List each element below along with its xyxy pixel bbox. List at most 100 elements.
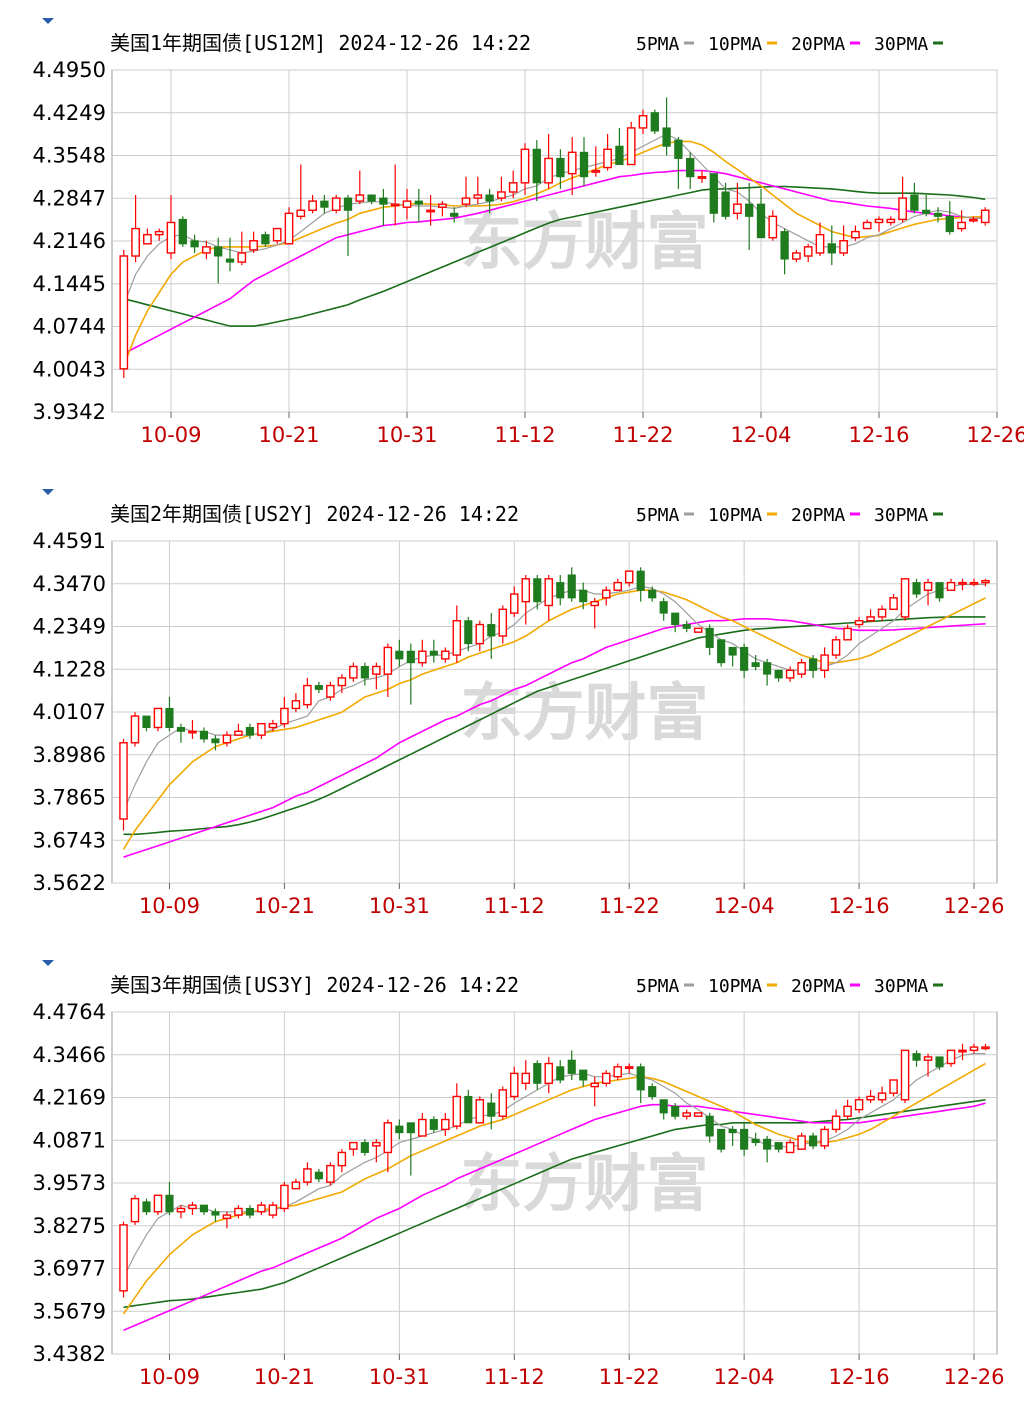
x-tick-label: 10-21 [254,1365,315,1389]
candle-body-down [487,1102,496,1117]
candle [705,1112,714,1143]
candle [326,681,335,701]
candle-body-up [613,581,622,591]
candle-body-up [682,1112,691,1117]
candle-body-up [590,600,599,607]
candle [682,1109,691,1120]
candle-body-down [320,200,329,208]
candle-body-down [556,157,565,178]
candle-body-down [922,209,931,214]
candle [314,1168,323,1183]
candle [426,195,435,226]
x-tick-label: 10-31 [369,894,430,918]
candle-body-down [809,1135,818,1147]
candle-body-up [154,230,164,236]
candle-body-down [827,243,836,254]
candle-body-up [567,151,577,175]
candle [877,1086,887,1104]
candle [520,143,530,196]
candle-body-up [601,589,611,599]
candle [933,207,943,223]
candle [946,578,956,591]
candle-body-down [912,1053,921,1061]
candle-body-up [475,1099,485,1124]
candle-body-up [785,1141,795,1154]
candle [142,1198,151,1216]
candle-body-up [372,665,381,675]
candle-body-down [450,212,459,217]
candle [866,1089,875,1104]
candle [579,1069,588,1087]
candle [291,1178,301,1190]
candle-body-down [671,612,680,626]
candle-body-up [130,715,140,744]
candle-body-up [898,197,907,221]
candle [728,1126,737,1146]
candle-body-down [717,1128,726,1150]
candle [176,723,186,743]
candle-body-down [705,1115,714,1137]
y-tick-label: 4.4249 [33,101,106,125]
candle-body-up [693,627,703,633]
candle-body-down [211,1211,220,1216]
candle-body-up [590,1082,599,1088]
candle [556,1060,565,1084]
ma5-line [122,583,986,812]
candle-body-up [383,1122,393,1154]
chart-title: 美国2年期国债[US2Y] 2024-12-26 14:22 [110,502,519,526]
candle-body-up [510,593,519,614]
candle [188,719,197,739]
candle-body-down [662,127,671,147]
candle [237,231,247,266]
candle [544,574,554,621]
x-tick-label: 12-16 [829,1365,890,1389]
candle-body-down [414,200,423,205]
candle [487,613,496,659]
y-tick-label: 4.0107 [33,700,106,724]
y-tick-label: 4.0043 [33,357,106,381]
candle-body-down [686,157,695,178]
candle-body-up [441,1118,450,1131]
candle-body-up [624,1066,634,1070]
candle-body-up [119,255,129,370]
candle [510,1066,519,1100]
candle [659,1099,668,1120]
candle-body-down [245,1207,254,1216]
candle-body-up [349,1141,358,1150]
y-tick-label: 4.2169 [33,1086,106,1110]
candle [877,605,887,621]
candle-body-up [119,1224,128,1292]
candle [785,666,795,682]
candle-body-down [485,194,494,202]
candle [567,567,576,602]
candle-body-down [214,246,223,257]
legend-label: 20PMA [791,976,845,997]
candle-body-up [355,194,365,202]
candle [774,669,783,682]
candle [831,635,841,659]
candle-body-up [877,1092,887,1101]
candle [475,620,485,652]
candle [721,182,730,220]
y-tick-label: 3.5622 [33,871,106,895]
candle-body-up [866,616,875,622]
candle [693,627,703,633]
candle-body-down [165,707,174,729]
candle-body-up [591,169,601,173]
collapse-marker-icon [42,18,54,24]
candle [682,620,691,633]
candle [889,594,898,610]
candle [153,707,163,732]
candle [296,164,306,220]
legend-label: 5PMA [636,505,680,526]
candle-body-up [222,1214,232,1220]
candle-body-down [314,685,323,690]
candle-body-up [441,650,450,660]
candle-body-down [682,624,691,629]
candle [390,164,400,226]
candle-body-up [831,1115,841,1131]
candle [372,662,381,690]
candle [820,1126,829,1150]
candle-body-up [693,1112,703,1117]
ma20-line [123,1102,986,1332]
